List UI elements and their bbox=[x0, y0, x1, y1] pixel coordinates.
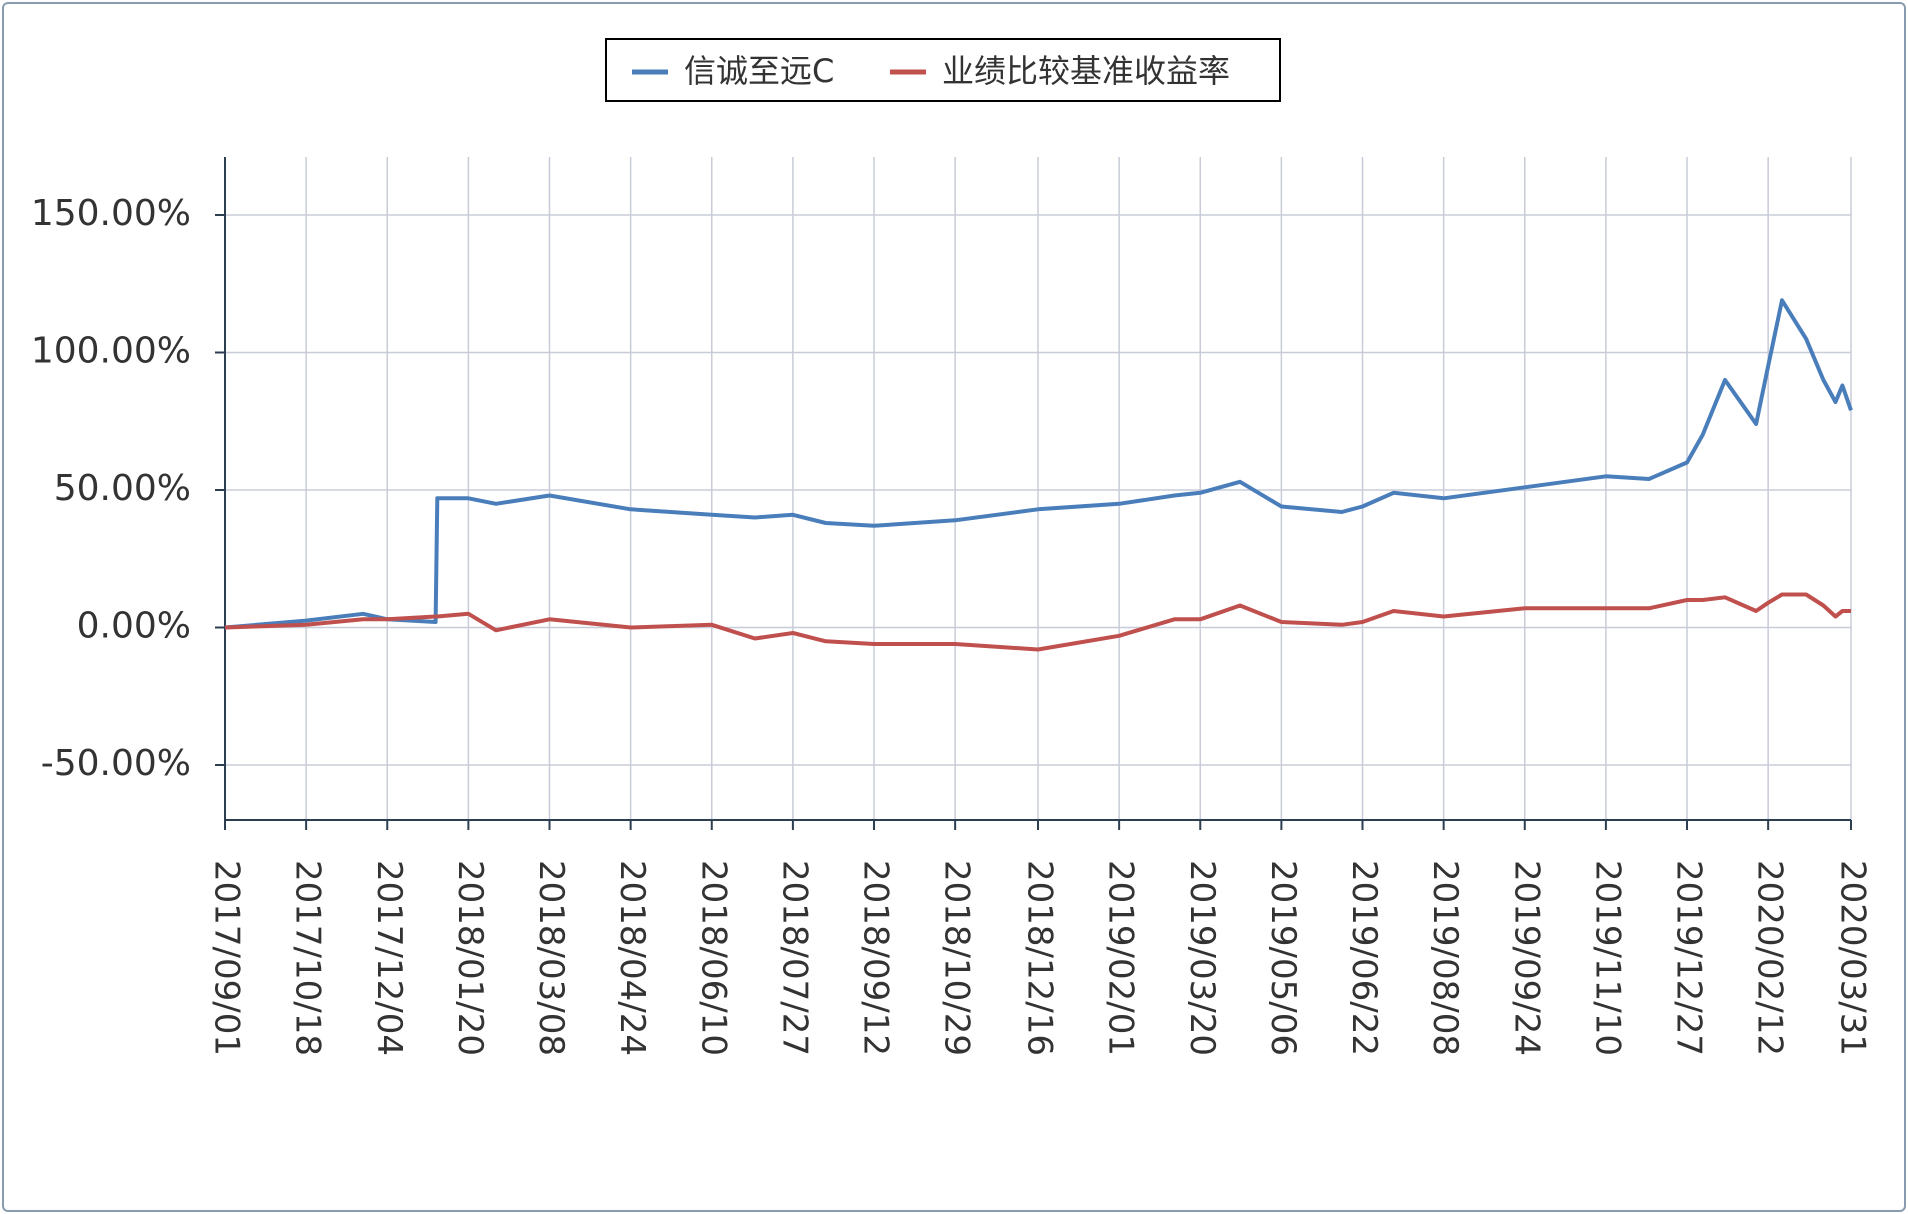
y-tick-label: 150.00% bbox=[31, 193, 191, 234]
y-tick-label: 100.00% bbox=[31, 331, 191, 372]
x-tick-label: 2019/11/10 bbox=[1587, 860, 1627, 1056]
x-tick-label: 2019/05/06 bbox=[1263, 860, 1303, 1056]
x-tick-label: 2018/06/10 bbox=[693, 860, 733, 1056]
x-tick-label: 2019/08/08 bbox=[1425, 860, 1465, 1056]
x-tick-label: 2019/03/20 bbox=[1182, 860, 1222, 1056]
x-tick-label: 2018/10/29 bbox=[937, 860, 977, 1056]
x-tick-label: 2018/03/08 bbox=[531, 860, 571, 1056]
legend-label: 业绩比较基准收益率 bbox=[942, 52, 1230, 90]
series-line bbox=[224, 298, 1853, 630]
x-tick-label: 2018/12/16 bbox=[1020, 860, 1060, 1056]
x-tick-label: 2018/07/27 bbox=[774, 860, 814, 1056]
x-tick-label: 2019/12/27 bbox=[1669, 860, 1709, 1056]
legend-label: 信诚至远C bbox=[684, 52, 834, 90]
x-tick-label: 2018/04/24 bbox=[612, 860, 652, 1056]
x-tick-label: 2020/03/31 bbox=[1833, 860, 1873, 1056]
x-tick-label: 2017/09/01 bbox=[207, 860, 247, 1056]
series-line bbox=[224, 592, 1851, 652]
x-tick-label: 2019/06/22 bbox=[1344, 860, 1384, 1056]
y-tick-label: 50.00% bbox=[54, 468, 191, 509]
x-tick-label: 2020/02/12 bbox=[1750, 860, 1790, 1056]
x-tick-label: 2017/10/18 bbox=[288, 860, 328, 1056]
x-tick-label: 2018/01/20 bbox=[450, 860, 490, 1056]
x-tick-label: 2019/09/24 bbox=[1506, 860, 1546, 1056]
x-tick-label: 2019/02/01 bbox=[1101, 860, 1141, 1056]
y-tick-label: 0.00% bbox=[77, 606, 191, 647]
legend-box bbox=[605, 38, 1281, 102]
y-tick-label: -50.00% bbox=[41, 743, 191, 784]
x-tick-label: 2018/09/12 bbox=[856, 860, 896, 1056]
x-tick-label: 2017/12/04 bbox=[369, 860, 409, 1056]
